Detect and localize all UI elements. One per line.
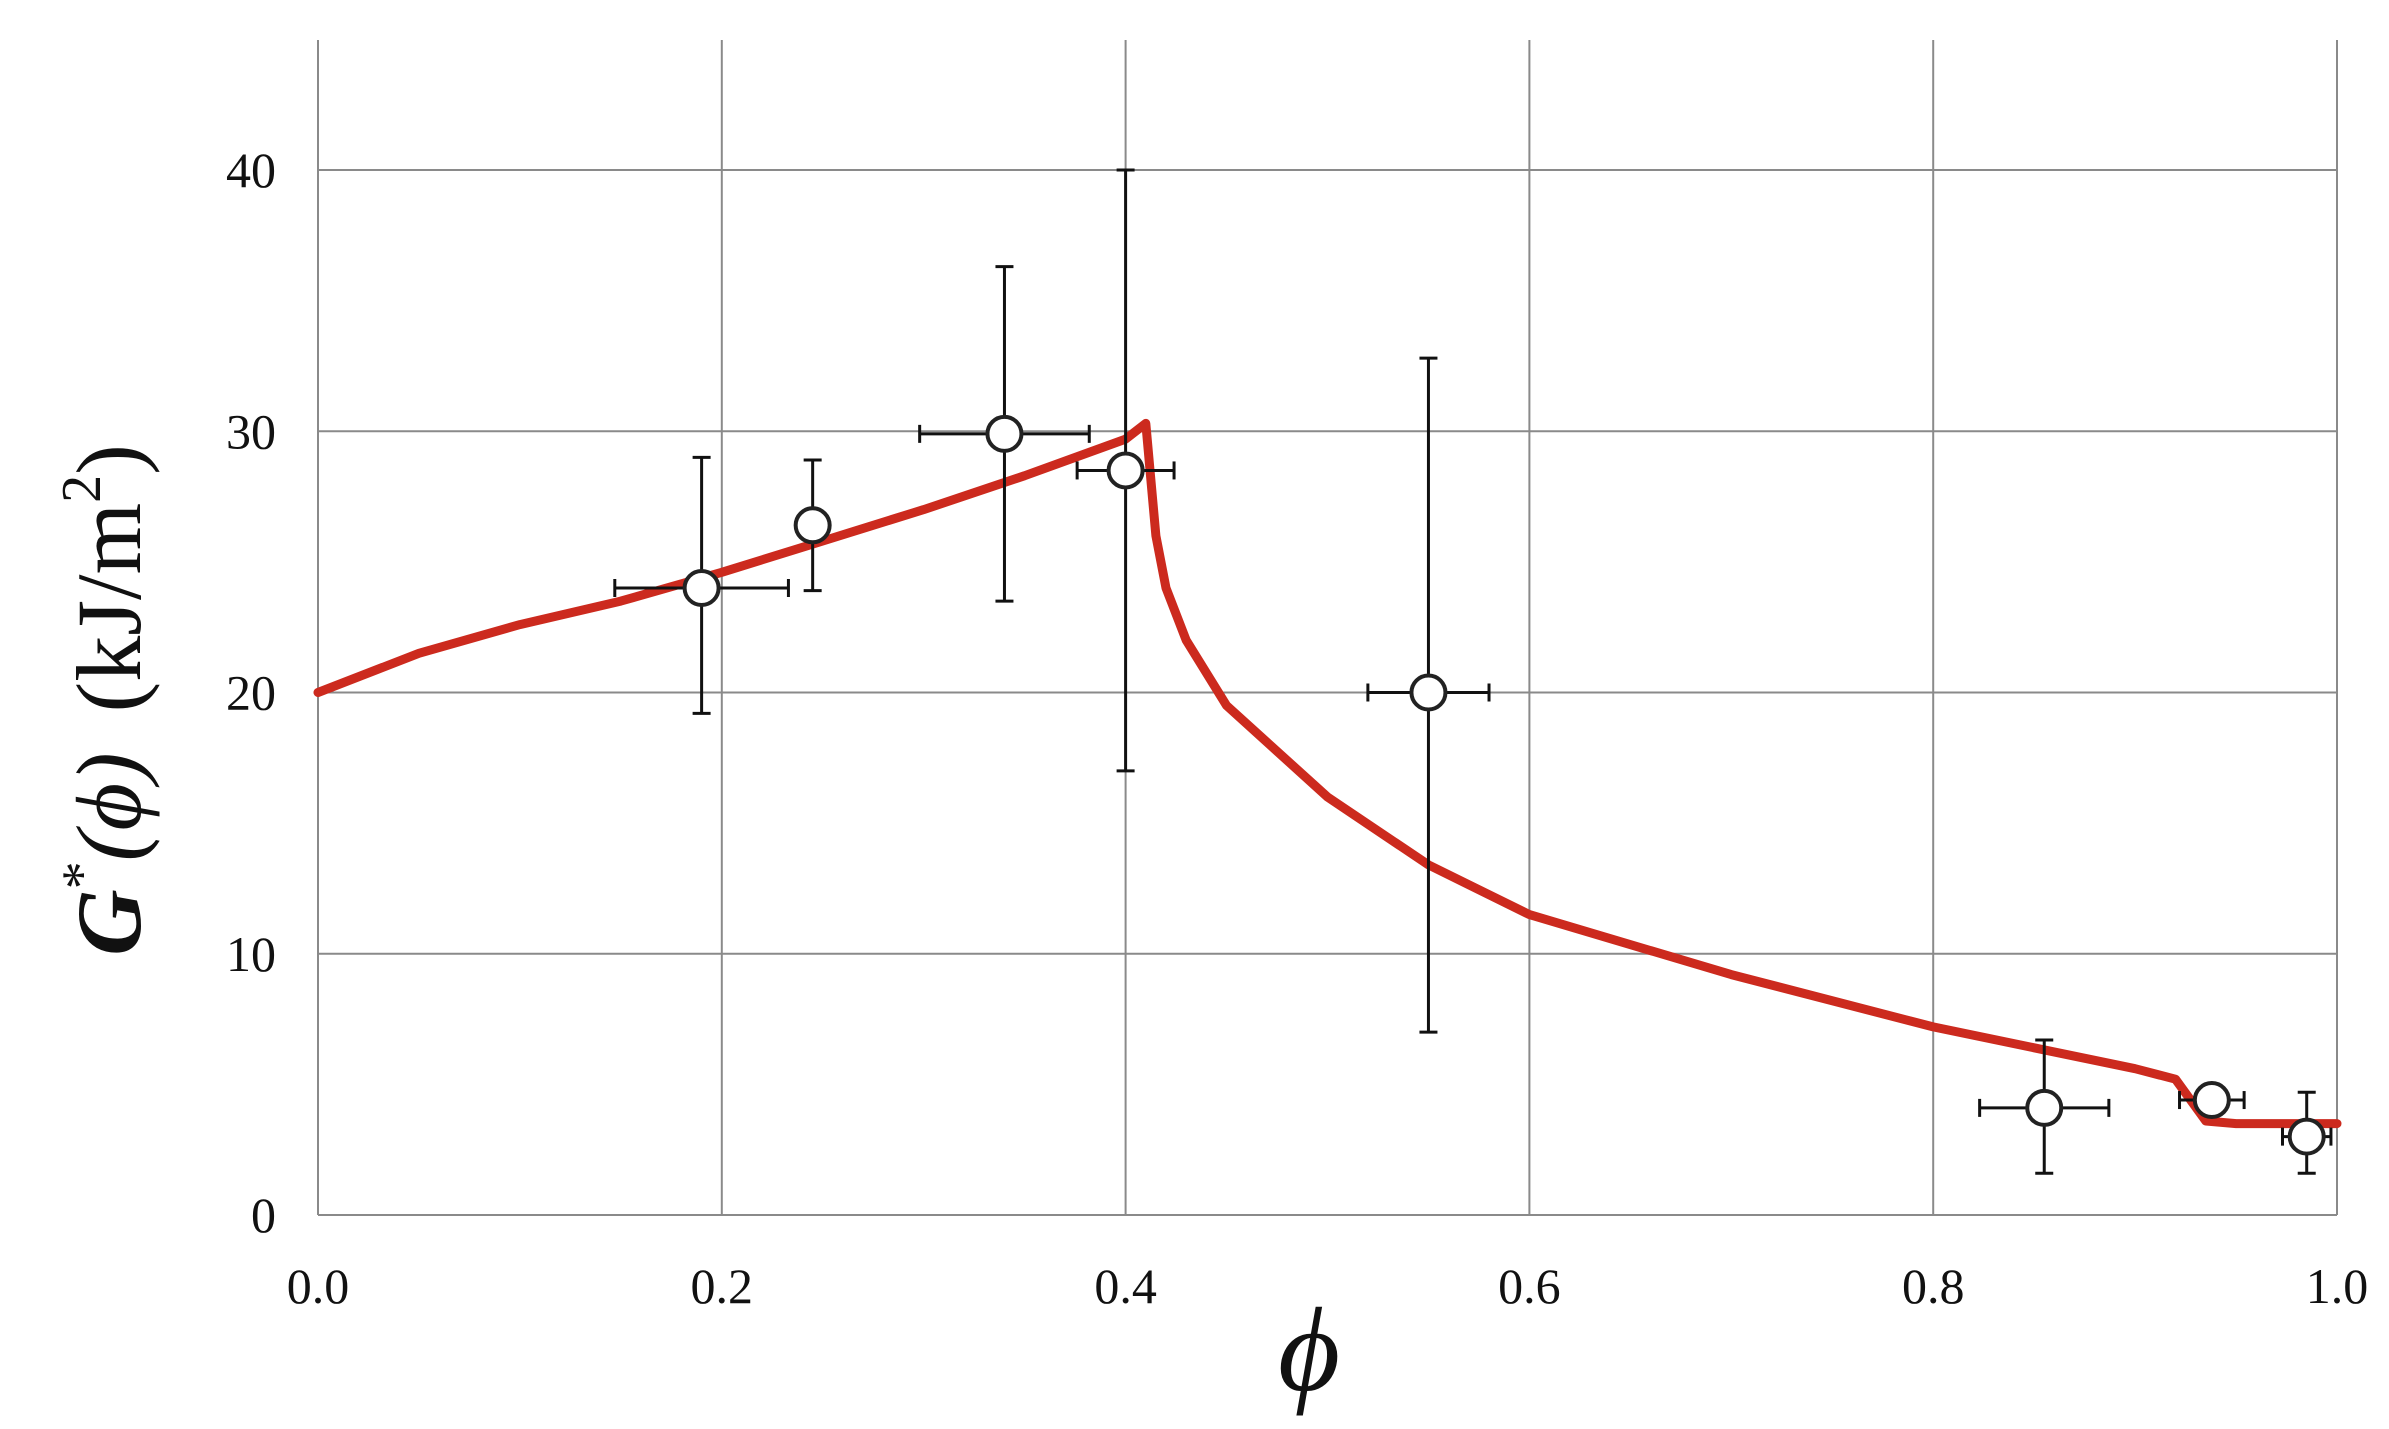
x-tick-label-0: 0.0 — [287, 1258, 350, 1314]
x-axis-label: ϕ — [1278, 1283, 1340, 1416]
data-point-2 — [985, 414, 1024, 453]
y-tick-label-3: 30 — [226, 403, 276, 459]
data-point-3 — [1106, 451, 1145, 490]
y-tick-label-0: 0 — [251, 1187, 276, 1243]
data-point-1 — [793, 506, 832, 545]
y-label-units-exponent: 2 — [51, 475, 113, 503]
x-tick-label-2: 0.4 — [1094, 1258, 1157, 1314]
data-point-0 — [682, 569, 721, 607]
y-axis-label: G*(ϕ) (kJ/m2) — [51, 444, 160, 956]
data-point-5 — [2025, 1088, 2064, 1127]
x-tick-label-3: 0.6 — [1498, 1258, 1561, 1314]
x-tick-labels: 0.0 0.2 0.4 0.6 0.8 1.0 — [287, 1258, 2369, 1314]
y-tick-label-4: 40 — [226, 142, 276, 198]
y-label-units: (kJ/m — [58, 503, 160, 713]
data-point-7 — [2287, 1117, 2326, 1156]
grid — [317, 40, 2338, 1216]
svg-text:G*(ϕ)(kJ/m2): G*(ϕ) (kJ/m2) — [51, 444, 160, 956]
fit-curve-layer — [313, 418, 2342, 1129]
y-tick-label-1: 10 — [226, 926, 276, 982]
error-bars — [613, 168, 2333, 1175]
y-label-units-suffix: ) — [58, 444, 160, 475]
data-points — [682, 414, 2326, 1156]
y-label-superscript: * — [51, 861, 113, 889]
x-tick-label-1: 0.2 — [691, 1258, 754, 1314]
x-tick-label-5: 1.0 — [2306, 1258, 2369, 1314]
y-label-argument: (ϕ) — [58, 752, 160, 861]
data-point-4 — [1409, 673, 1448, 712]
y-tick-labels: 0 10 20 30 40 — [226, 142, 276, 1243]
y-tick-label-2: 20 — [226, 665, 276, 721]
y-label-symbol: G — [58, 889, 160, 955]
data-point-6 — [2192, 1081, 2231, 1120]
x-tick-label-4: 0.8 — [1902, 1258, 1965, 1314]
fit-curve — [313, 418, 2342, 1129]
